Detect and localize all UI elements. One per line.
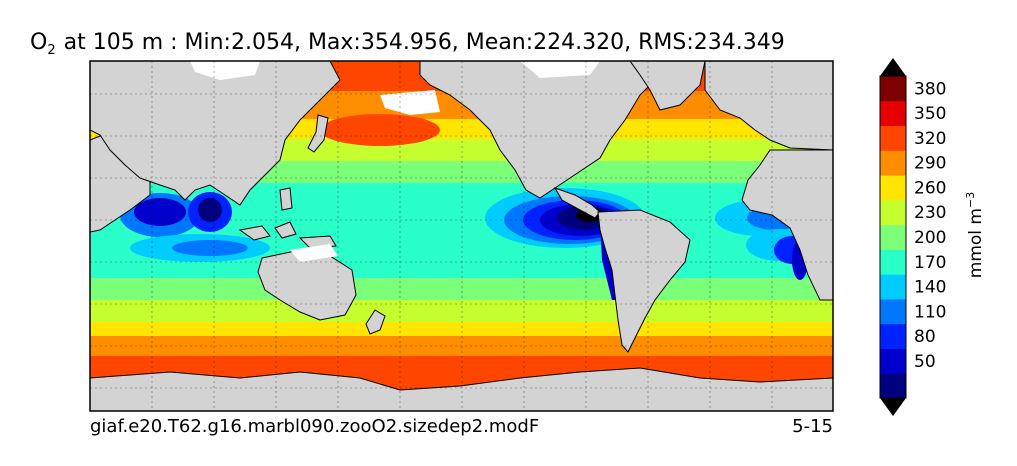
- colorbar-bin: [880, 224, 906, 250]
- land-indonesia-1: [238, 225, 271, 241]
- land-central-america: [553, 187, 601, 219]
- colorbar-label-exponent: −3: [964, 192, 977, 208]
- colorbar: 50 80 110 140 170 200 230 260 290 320 350 380 mmol …: [879, 58, 986, 416]
- colorbar-swatches: [879, 58, 907, 416]
- land-masses: [90, 61, 833, 411]
- land-eurasia: [90, 61, 341, 206]
- colorbar-bin: [880, 323, 906, 349]
- title-species-sub: 2: [47, 43, 55, 58]
- land-newzealand: [365, 309, 386, 335]
- map-panel: [90, 61, 833, 411]
- colorbar-tick-label: 350: [914, 104, 946, 124]
- colorbar-bin: [880, 298, 906, 325]
- land-europe: [704, 61, 833, 151]
- colorbar-bin: [880, 373, 906, 399]
- colorbar-bin: [880, 150, 906, 176]
- colorbar-tick-label: 200: [914, 228, 946, 248]
- masked-regions: [190, 61, 600, 262]
- colorbar-tick-label: 260: [914, 178, 946, 198]
- graticule: [90, 61, 833, 411]
- years-label: 5-15: [792, 416, 833, 437]
- land-africa-east: [741, 149, 833, 301]
- colorbar-bin: [880, 348, 906, 374]
- colorbar-tick-label: 170: [914, 253, 946, 273]
- colorbar-bin: [880, 100, 906, 127]
- colorbar-extend-max: [880, 58, 906, 76]
- colorbar-tick-label: 320: [914, 129, 946, 149]
- colorbar-tick-label: 140: [914, 278, 946, 298]
- case-name: giaf.e20.T62.g16.marbl090.zooO2.sizedep2…: [90, 416, 539, 437]
- colorbar-bin: [880, 125, 906, 151]
- colorbar-label: mmol m−3: [964, 192, 986, 278]
- colorbar-bin: [880, 76, 906, 102]
- land-north-america: [419, 61, 656, 199]
- land-south-america: [597, 209, 691, 353]
- title-rest: at 105 m : Min:2.054, Max:354.956, Mean:…: [64, 30, 785, 55]
- land-philippines: [279, 187, 293, 211]
- land-japan: [307, 114, 329, 153]
- colorbar-tick-label: 380: [914, 79, 946, 99]
- plot-title: O2 at 105 m : Min:2.054, Max:354.956, Mea…: [30, 30, 785, 58]
- land-greenland: [629, 61, 706, 111]
- colorbar-ticks: 50 80 110 140 170 200 230 260 290 320 350 380: [914, 79, 946, 371]
- colorbar-bin: [880, 175, 906, 201]
- colorbar-tick-label: 290: [914, 154, 946, 174]
- colorbar-bin: [880, 274, 906, 300]
- colorbar-tick-label: 50: [914, 352, 936, 372]
- land-antarctica: [90, 367, 833, 411]
- colorbar-tick-label: 80: [914, 327, 936, 347]
- colorbar-bin: [880, 249, 906, 275]
- colorbar-extend-min: [880, 398, 906, 416]
- colorbar-frame: [879, 75, 907, 399]
- land-indonesia-2: [274, 221, 297, 239]
- colorbar-label-units: mmol m: [966, 208, 986, 278]
- map-frame: [89, 60, 834, 412]
- colorbar-tick-label: 110: [914, 302, 946, 322]
- title-species: O: [30, 30, 47, 55]
- colorbar-bin: [880, 199, 906, 226]
- colorbar-tick-label: 230: [914, 203, 946, 223]
